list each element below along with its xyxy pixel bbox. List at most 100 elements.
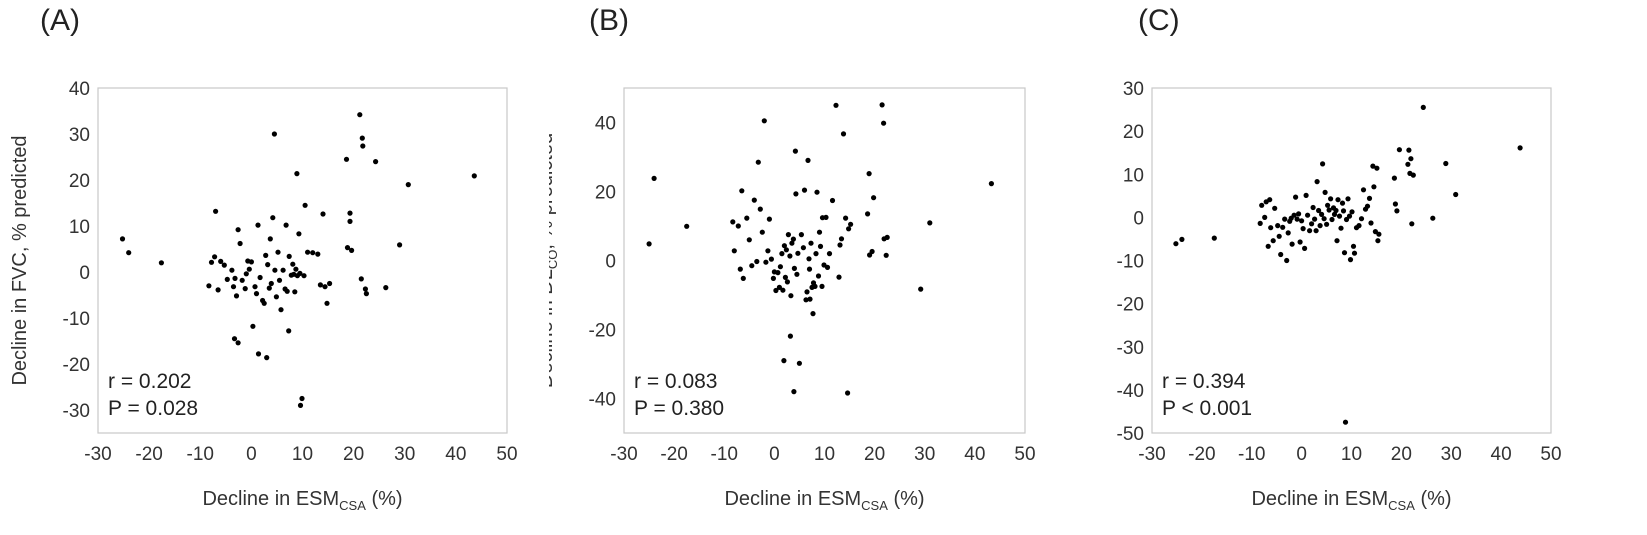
x-tick-label: 40 <box>964 444 985 465</box>
data-point <box>845 390 851 396</box>
data-point <box>777 264 783 270</box>
data-point <box>471 173 477 179</box>
data-point <box>1346 213 1353 219</box>
data-point <box>1307 228 1313 234</box>
data-point <box>297 270 303 276</box>
data-point <box>293 266 299 272</box>
data-point <box>362 286 368 292</box>
data-point <box>292 289 298 295</box>
data-point <box>798 232 804 238</box>
scatter-panel-c: (C) -30 -20 -10 0 10 20 30 40 50 -50 -40 -30 -20 -10 0 1… <box>1098 0 1647 535</box>
x-tick-label: 10 <box>814 444 835 465</box>
data-point <box>373 159 379 165</box>
data-point <box>812 283 818 289</box>
data-point <box>1211 235 1217 241</box>
x-tick-label: 0 <box>1296 444 1307 465</box>
data-point <box>1296 211 1302 217</box>
x-axis-title: Decline in ESMCSA (%) <box>1251 488 1451 513</box>
x-tick-label: -30 <box>84 444 111 465</box>
data-point <box>265 262 271 268</box>
data-point <box>360 143 366 149</box>
data-point <box>927 220 933 226</box>
plot-frame <box>97 87 508 434</box>
data-point <box>684 223 690 229</box>
scatter-chart-b: (B) -30 -20 -10 0 10 20 30 40 50 -40 -20 0 20 40 Declin… <box>549 4 1036 513</box>
y-tick-label: 0 <box>605 252 616 273</box>
data-point <box>1356 223 1362 229</box>
y-tick-label: -20 <box>589 321 616 342</box>
data-point <box>813 251 819 257</box>
correlation-r: r = 0.083 <box>634 370 717 393</box>
data-point <box>1338 225 1344 231</box>
x-tick-label: -30 <box>610 444 637 465</box>
data-point <box>233 293 240 299</box>
data-point <box>1360 187 1367 193</box>
data-point <box>275 249 281 255</box>
data-point <box>359 135 365 141</box>
data-point <box>1314 179 1320 185</box>
data-point <box>322 284 328 290</box>
data-point <box>1391 175 1397 181</box>
correlation-r: r = 0.202 <box>108 370 191 393</box>
data-point <box>1371 184 1377 190</box>
data-point <box>1409 221 1415 227</box>
x-tick-label: -20 <box>1188 444 1215 465</box>
data-point <box>1370 163 1376 169</box>
data-point <box>1284 257 1290 264</box>
data-point <box>218 258 224 264</box>
data-point <box>1257 220 1263 226</box>
data-point <box>383 285 389 291</box>
data-point <box>237 240 243 247</box>
data-point <box>1326 207 1332 213</box>
x-tick-label: 30 <box>1441 444 1462 465</box>
y-tick-label: -50 <box>1117 424 1144 445</box>
x-tick-label: 20 <box>864 444 885 465</box>
data-point <box>1272 205 1278 211</box>
x-tick-label: 0 <box>769 444 780 465</box>
data-point <box>761 118 767 124</box>
data-point <box>840 131 847 137</box>
data-point <box>252 284 258 290</box>
data-point <box>232 275 238 281</box>
data-point <box>212 254 218 260</box>
data-point <box>804 289 810 295</box>
data-point <box>1339 200 1346 206</box>
data-point <box>836 274 842 280</box>
y-axis-title: Decline in FVC, % predicted <box>9 135 31 385</box>
data-point <box>264 355 270 361</box>
data-point <box>1350 243 1357 249</box>
scatter-panel-b: (B) -30 -20 -10 0 10 20 30 40 50 -40 -20 0 20 40 Declin… <box>549 0 1098 535</box>
data-point <box>883 252 889 258</box>
data-point <box>224 276 230 282</box>
x-tick-label: 40 <box>1491 444 1512 465</box>
data-point <box>1443 160 1449 167</box>
y-tick-label: -10 <box>1117 252 1144 273</box>
x-tick-label: 50 <box>496 444 517 465</box>
data-point <box>1351 250 1358 256</box>
y-tick-label: 0 <box>1133 208 1144 229</box>
data-point <box>1324 221 1330 227</box>
data-point <box>819 283 825 289</box>
x-tick-label: 20 <box>343 444 364 465</box>
data-point <box>1285 230 1291 236</box>
x-tick-label: -10 <box>187 444 214 465</box>
data-point <box>1392 201 1398 207</box>
data-point <box>815 273 822 279</box>
data-point <box>302 202 308 208</box>
plot-frame <box>623 87 1026 434</box>
data-point <box>1321 216 1327 222</box>
x-tick-label: -20 <box>660 444 687 465</box>
data-point <box>1376 231 1382 237</box>
data-point <box>347 218 353 224</box>
data-point <box>879 102 885 108</box>
data-point <box>327 280 333 287</box>
data-point <box>739 188 745 194</box>
data-point <box>1347 257 1354 263</box>
data-point <box>759 229 765 235</box>
data-point <box>737 266 743 272</box>
data-point <box>800 245 806 251</box>
data-point <box>286 328 292 334</box>
data-point <box>806 256 812 262</box>
data-point <box>785 232 791 238</box>
data-point <box>1366 195 1373 201</box>
